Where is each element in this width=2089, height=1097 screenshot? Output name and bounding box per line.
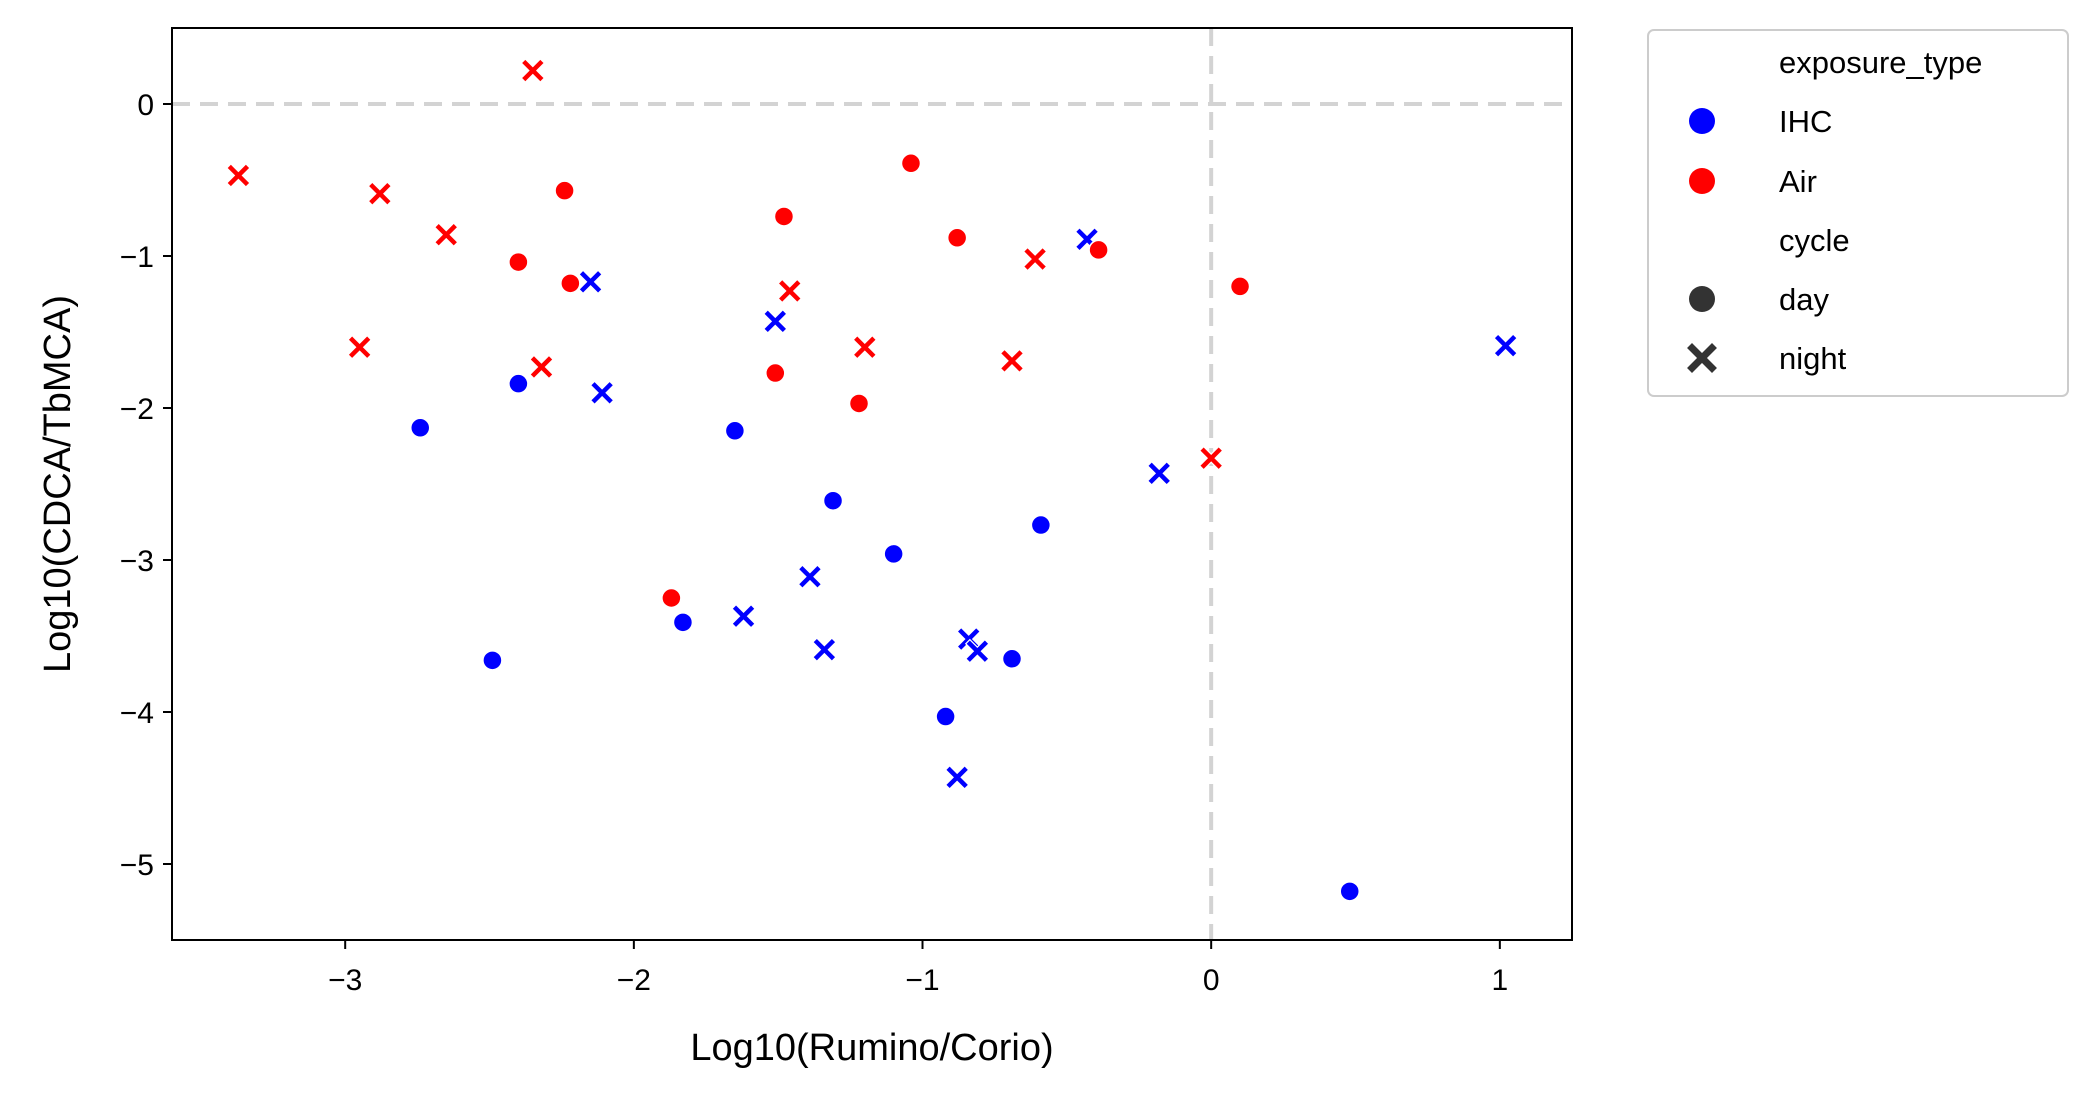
x-tick-label: −2 — [617, 964, 651, 997]
point-ihc-night — [1146, 460, 1172, 486]
point-air-night — [225, 162, 251, 188]
point-ihc-day — [1339, 881, 1360, 902]
legend-marker-day — [1689, 286, 1715, 312]
y-tick-label: −3 — [120, 545, 154, 578]
point-air-night — [367, 181, 393, 207]
point-ihc-night — [578, 269, 604, 295]
x-tick-label: 1 — [1491, 964, 1508, 997]
legend-frame — [1647, 29, 2069, 397]
legend-label-air: Air — [1779, 164, 1817, 199]
point-ihc-day — [508, 373, 529, 394]
y-tick-label: −2 — [120, 393, 154, 426]
point-air-night — [433, 222, 459, 248]
y-tick-label: 0 — [137, 89, 154, 122]
y-tick-label: −5 — [120, 849, 154, 882]
point-air-night — [529, 354, 554, 380]
point-air-day — [773, 206, 795, 227]
point-ihc-day — [1030, 514, 1052, 536]
legend: exposure_type IHC Air cycle day night — [1647, 29, 2069, 397]
point-ihc-day — [935, 706, 956, 727]
point-air-day — [554, 180, 575, 201]
point-ihc-night — [1493, 333, 1519, 359]
x-axis-label: Log10(Rumino/Corio) — [690, 1027, 1053, 1069]
y-tick-label: −1 — [120, 241, 154, 274]
x-tick-label: −3 — [328, 964, 362, 997]
point-ihc-night — [811, 637, 837, 663]
point-ihc-day — [724, 420, 746, 442]
point-ihc-night — [589, 380, 615, 406]
point-ihc-day — [409, 417, 431, 439]
point-air-day — [1088, 239, 1109, 261]
point-ihc-night — [964, 638, 990, 664]
legend-title-cycle: cycle — [1779, 223, 1850, 258]
point-ihc-night — [797, 564, 823, 590]
legend-marker-air — [1689, 168, 1715, 194]
axes: −3 −2 −1 0 1 0 −1 −2 −3 −4 −5 — [120, 89, 1508, 997]
plot-area — [172, 28, 1572, 940]
point-ihc-day — [822, 490, 844, 511]
plot-frame — [171, 27, 1573, 941]
legend-marker-ihc — [1689, 108, 1715, 134]
point-ihc-day — [482, 650, 503, 671]
point-ihc-day — [883, 543, 904, 565]
point-air-day — [765, 362, 786, 384]
point-air-night — [777, 278, 803, 304]
point-air-day — [560, 273, 581, 294]
x-tick-label: −1 — [905, 964, 939, 997]
point-ihc-day — [1001, 648, 1023, 670]
x-tick-label: 0 — [1203, 964, 1220, 997]
point-ihc-night — [762, 308, 788, 334]
legend-label-night: night — [1779, 341, 1847, 376]
y-axis-label: Log10(CDCA/TbMCA) — [37, 295, 79, 673]
legend-title-exposure-type: exposure_type — [1779, 45, 1982, 80]
point-air-night — [1198, 445, 1224, 471]
point-air-night — [347, 334, 373, 360]
point-air-night — [852, 334, 878, 360]
legend-label-day: day — [1779, 282, 1829, 317]
legend-marker-night — [1687, 343, 1717, 373]
point-ihc-night — [731, 603, 756, 629]
point-air-day — [848, 393, 870, 414]
y-tick-label: −4 — [120, 697, 154, 730]
point-air-day — [508, 251, 529, 273]
point-ihc-night — [944, 764, 970, 790]
point-air-day — [946, 227, 968, 249]
point-air-day — [661, 587, 682, 609]
point-air-day — [900, 153, 922, 174]
legend-label-ihc: IHC — [1779, 104, 1832, 139]
point-air-night — [520, 58, 546, 84]
point-air-day — [1229, 276, 1251, 297]
point-air-night — [999, 348, 1025, 374]
point-ihc-day — [672, 612, 694, 633]
point-air-night — [1022, 246, 1048, 272]
